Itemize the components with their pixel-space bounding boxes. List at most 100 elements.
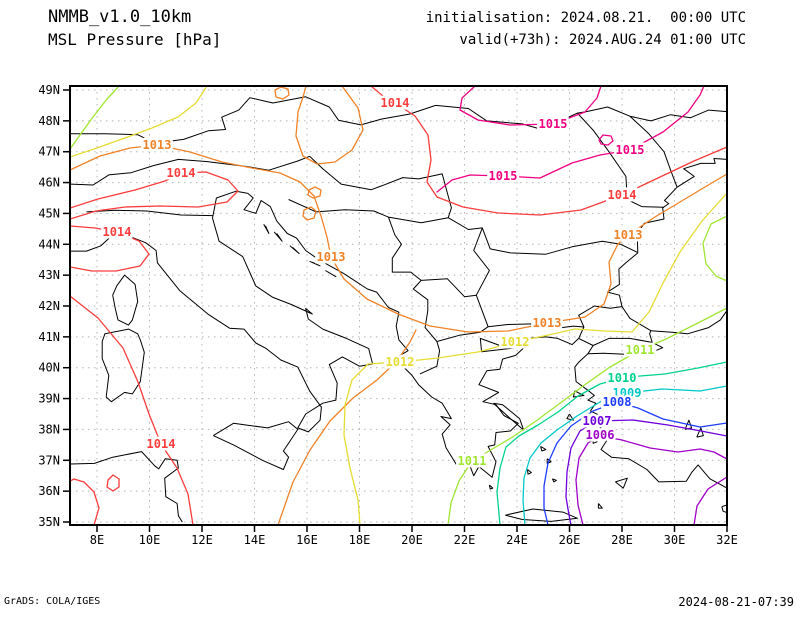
x-tick-label-12: 12E xyxy=(191,533,213,547)
coastline xyxy=(592,438,598,444)
coastline xyxy=(488,305,623,330)
coastline xyxy=(243,193,580,478)
valid-time-label: valid(+73h): 2024.AUG.24 01:00 UTC xyxy=(459,32,746,48)
y-tick-label-46: 46N xyxy=(38,176,60,190)
y-tick-label-35: 35N xyxy=(38,515,60,529)
contour-label-1013: 1013 xyxy=(143,138,172,152)
coastline xyxy=(309,155,452,218)
x-tick-label-32: 32E xyxy=(716,533,738,547)
coastline xyxy=(309,260,321,267)
contour-label-1007: 1007 xyxy=(583,414,612,428)
coastline xyxy=(650,310,727,335)
contour-line-1012 xyxy=(70,86,208,158)
axis-ticks xyxy=(63,89,728,532)
contour-line-1014 xyxy=(70,478,100,525)
contour-line-1015 xyxy=(459,86,602,126)
contour-line-1006 xyxy=(693,476,727,525)
contour-label-1014: 1014 xyxy=(103,225,132,239)
coastline xyxy=(696,427,704,438)
axis-labels: 8E 10E 12E 14E 16E 18E 20E 22E 24E 26E 28E 30E 32E 49… xyxy=(38,83,738,547)
coastline xyxy=(70,155,310,186)
contour-line-1008 xyxy=(543,401,727,525)
x-tick-label-26: 26E xyxy=(559,533,581,547)
coastline xyxy=(649,330,653,343)
y-tick-label-44: 44N xyxy=(38,237,60,251)
map-frame xyxy=(69,85,728,526)
x-tick-label-28: 28E xyxy=(611,533,633,547)
coastlines-group xyxy=(70,96,727,523)
coastline xyxy=(288,199,449,224)
contour-label-1015: 1015 xyxy=(616,143,645,157)
y-tick-label-38: 38N xyxy=(38,422,60,436)
contour-line-1013 xyxy=(277,329,417,525)
model-title: NMMB_v1.0_10km xyxy=(48,7,192,27)
coastline xyxy=(493,402,525,431)
contour-line-1009 xyxy=(522,385,727,525)
contours-group xyxy=(70,86,727,525)
x-tick-label-16: 16E xyxy=(296,533,318,547)
contour-label-1013: 1013 xyxy=(614,228,643,242)
y-tick-label-39: 39N xyxy=(38,392,60,406)
y-tick-label-42: 42N xyxy=(38,299,60,313)
y-tick-label-36: 36N xyxy=(38,484,60,498)
coastline xyxy=(473,227,490,296)
coastline xyxy=(387,216,441,375)
coastline xyxy=(629,115,678,188)
contour-line-1013 xyxy=(70,144,727,333)
contour-label-1014: 1014 xyxy=(381,96,410,110)
contour-label-1015: 1015 xyxy=(489,169,518,183)
contour-label-1014: 1014 xyxy=(608,188,637,202)
y-tick-label-45: 45N xyxy=(38,206,60,220)
x-tick-label-22: 22E xyxy=(454,533,476,547)
creation-timestamp: 2024-08-21-07:39 xyxy=(678,595,794,609)
contour-label-1014: 1014 xyxy=(167,166,196,180)
contour-line-1006 xyxy=(575,435,727,525)
coastline xyxy=(86,209,213,217)
coastline xyxy=(263,223,270,234)
contour-line-1014 xyxy=(106,474,120,492)
coastline xyxy=(721,504,727,514)
contour-label-1012: 1012 xyxy=(386,355,415,369)
y-tick-label-41: 41N xyxy=(38,330,60,344)
coastline xyxy=(577,112,665,208)
coastline xyxy=(551,478,557,483)
coastline xyxy=(101,328,145,403)
contour-label-1008: 1008 xyxy=(603,395,632,409)
contour-label-1009: 1009 xyxy=(613,386,642,400)
coastline xyxy=(574,353,589,368)
coastline xyxy=(578,337,594,346)
coastline xyxy=(566,413,574,421)
y-tick-label-48: 48N xyxy=(38,114,60,128)
coastline xyxy=(447,217,638,255)
coastline xyxy=(615,477,628,489)
init-time-label: initialisation: 2024.08.21. 00:00 UTC xyxy=(425,10,746,26)
coastline xyxy=(587,337,664,355)
x-tick-label-18: 18E xyxy=(349,533,371,547)
contour-line-1015 xyxy=(598,134,614,146)
contour-line-1013 xyxy=(302,206,317,221)
x-tick-label-30: 30E xyxy=(664,533,686,547)
x-tick-label-24: 24E xyxy=(506,533,528,547)
contour-line-1012 xyxy=(343,192,727,525)
coastline xyxy=(527,469,532,475)
y-tick-label-49: 49N xyxy=(38,83,60,97)
contour-line-1007 xyxy=(565,419,727,525)
contour-line-1011 xyxy=(447,307,727,525)
contour-line-1014 xyxy=(70,295,194,525)
coastline xyxy=(436,326,489,342)
contour-label-1011: 1011 xyxy=(626,343,655,357)
contour-line-1013 xyxy=(274,86,290,100)
x-tick-label-10: 10E xyxy=(139,533,161,547)
coastline xyxy=(607,158,727,332)
contour-labels-group: 1013 1014 1014 1014 1013 1015 1015 1015 1014 1013… xyxy=(100,94,657,471)
contour-label-1011: 1011 xyxy=(458,454,487,468)
contour-line-1014 xyxy=(70,225,150,272)
x-tick-label-14: 14E xyxy=(244,533,266,547)
coastline xyxy=(213,421,299,470)
y-tick-label-43: 43N xyxy=(38,268,60,282)
contour-line-1014 xyxy=(70,171,239,220)
coastline xyxy=(505,508,578,522)
y-tick-label-37: 37N xyxy=(38,453,60,467)
y-tick-label-40: 40N xyxy=(38,361,60,375)
